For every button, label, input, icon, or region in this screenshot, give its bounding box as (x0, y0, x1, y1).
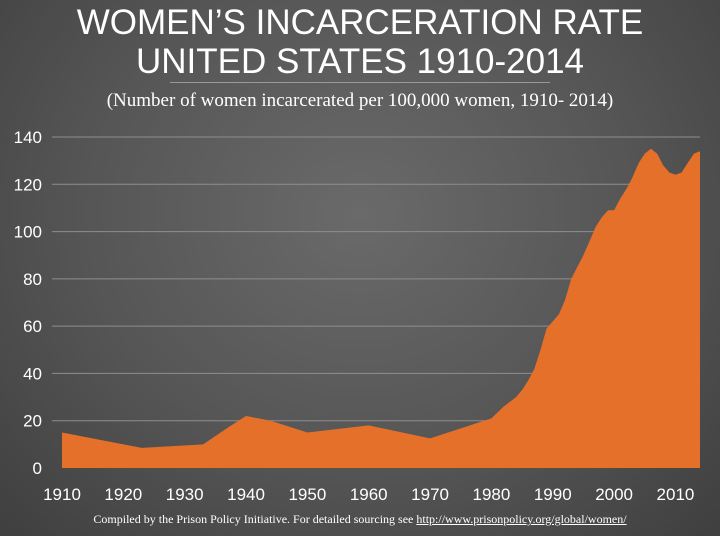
x-tick-label: 2010 (657, 485, 695, 504)
x-tick-label: 1950 (288, 485, 326, 504)
x-tick-label: 1940 (227, 485, 265, 504)
x-tick-label: 1930 (166, 485, 204, 504)
x-tick-label: 2000 (595, 485, 633, 504)
y-tick-label: 60 (23, 317, 42, 336)
x-tick-label: 1970 (411, 485, 449, 504)
x-tick-label: 1920 (104, 485, 142, 504)
y-tick-label: 20 (23, 412, 42, 431)
y-tick-label: 0 (33, 459, 42, 478)
y-tick-label: 100 (14, 223, 42, 242)
y-tick-label: 140 (14, 128, 42, 147)
x-tick-label: 1990 (534, 485, 572, 504)
source-text: Compiled by the Prison Policy Initiative… (93, 512, 417, 526)
chart-title-line2: UNITED STATES 1910-2014 (135, 42, 585, 81)
area-series (62, 148, 700, 469)
chart-subtitle: (Number of women incarcerated per 100,00… (106, 90, 614, 111)
source-note: Compiled by the Prison Policy Initiative… (0, 512, 720, 527)
y-tick-label: 40 (23, 364, 42, 383)
x-tick-label: 1960 (350, 485, 388, 504)
y-tick-label: 120 (14, 175, 42, 194)
title-divider (170, 82, 550, 83)
x-tick-label: 1980 (473, 485, 511, 504)
source-link[interactable]: http://www.prisonpolicy.org/global/women… (416, 512, 627, 526)
y-tick-label: 80 (23, 270, 42, 289)
x-tick-label: 1910 (43, 485, 81, 504)
chart-title-line1: WOMEN’S INCARCERATION RATE (76, 3, 644, 42)
